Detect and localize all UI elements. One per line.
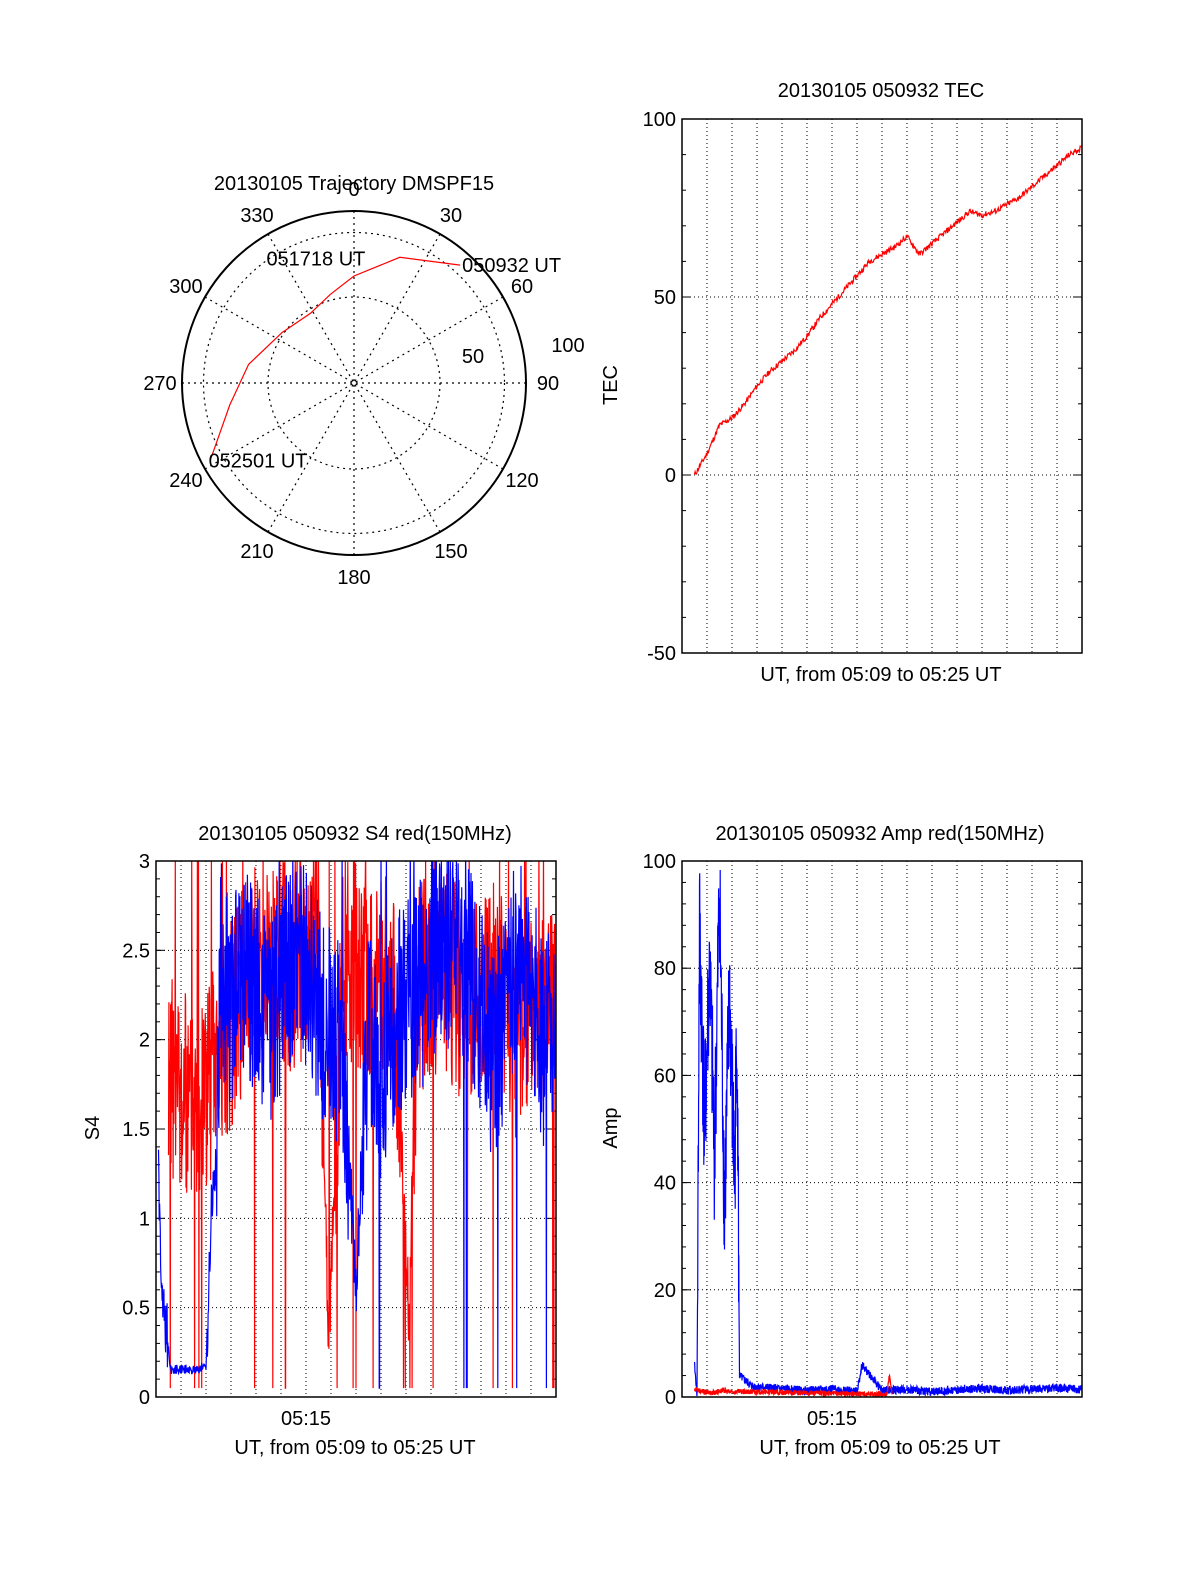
y-tick-label: 20 xyxy=(654,1280,676,1302)
tec-xlabel: UT, from 05:09 to 05:25 UT xyxy=(760,664,1001,686)
polar-azimuth-label: 30 xyxy=(440,205,462,227)
y-tick-label: 1 xyxy=(139,1208,150,1230)
y-tick-label: 0 xyxy=(665,465,676,487)
trajectory-time-label: 051718 UT xyxy=(266,248,365,270)
y-tick-label: 2 xyxy=(139,1030,150,1052)
polar-trajectory: 050932 UT 051718 UT 052501 UT xyxy=(209,248,562,472)
trajectory-time-label: 050932 UT xyxy=(462,255,561,277)
polar-azimuth-label: 240 xyxy=(169,470,202,492)
polar-radius-label: 100 xyxy=(551,335,584,357)
polar-azimuth-label: 180 xyxy=(337,567,370,589)
s4-chart: 20130105 050932 S4 red(150MHz) UT, from … xyxy=(82,823,557,1459)
polar-azimuth-label: 60 xyxy=(511,276,533,298)
polar-title: 20130105 Trajectory DMSPF15 xyxy=(214,173,494,195)
series-line-1 xyxy=(693,144,1082,475)
polar-azimuth-label: 270 xyxy=(143,373,176,395)
polar-azimuth-labels: 0 30 60 90 120 150 180 210 240 270 300 330 xyxy=(143,179,559,589)
polar-azimuth-label: 300 xyxy=(169,276,202,298)
polar-radius-labels: 50 100 xyxy=(462,335,585,368)
y-tick-label: 100 xyxy=(643,851,676,873)
y-tick-label: 0.5 xyxy=(122,1298,150,1320)
y-tick-label: -50 xyxy=(647,643,676,665)
y-tick-label: 3 xyxy=(139,851,150,873)
y-tick-label: 2.5 xyxy=(122,940,150,962)
polar-radius-label: 50 xyxy=(462,346,484,368)
polar-azimuth-label: 120 xyxy=(505,470,538,492)
plot-frame xyxy=(681,118,1083,654)
amp-ylabel: Amp xyxy=(600,1107,622,1148)
tec-chart: 20130105 050932 TEC UT, from 05:09 to 05… xyxy=(600,80,1083,686)
y-tick-label: 50 xyxy=(654,287,676,309)
y-tick-label: 100 xyxy=(643,109,676,131)
y-tick-label: 60 xyxy=(654,1065,676,1087)
tec-ylabel: TEC xyxy=(600,365,622,405)
trajectory-time-label: 052501 UT xyxy=(209,450,308,472)
y-tick-label: 1.5 xyxy=(122,1119,150,1141)
y-tick-label: 0 xyxy=(665,1387,676,1409)
plot-frame xyxy=(155,860,557,1398)
tec-title: 20130105 050932 TEC xyxy=(778,80,984,102)
s4-ylabel: S4 xyxy=(82,1116,104,1140)
series-line-2 xyxy=(693,1373,893,1397)
polar-azimuth-label: 330 xyxy=(240,205,273,227)
amp-xlabel: UT, from 05:09 to 05:25 UT xyxy=(759,1437,1000,1459)
series-line-1 xyxy=(693,869,1082,1397)
polar-azimuth-label: 150 xyxy=(434,541,467,563)
polar-grid-circle xyxy=(202,231,506,535)
plot-frame xyxy=(681,860,1083,1398)
y-tick-label: 80 xyxy=(654,958,676,980)
polar-trajectory-chart: 20130105 Trajectory DMSPF15 0 30 60 90 120 15… xyxy=(143,173,584,589)
y-tick-label: 40 xyxy=(654,1173,676,1195)
polar-azimuth-label: 90 xyxy=(537,373,559,395)
polar-azimuth-label: 0 xyxy=(348,179,359,201)
series-line-2 xyxy=(157,861,556,1389)
polar-azimuth-label: 210 xyxy=(240,541,273,563)
x-tick-label: 05:15 xyxy=(281,1408,331,1430)
amp-chart: 20130105 050932 Amp red(150MHz) UT, from… xyxy=(600,823,1083,1459)
y-tick-label: 0 xyxy=(139,1387,150,1409)
s4-title: 20130105 050932 S4 red(150MHz) xyxy=(198,823,512,845)
amp-title: 20130105 050932 Amp red(150MHz) xyxy=(715,823,1044,845)
s4-xlabel: UT, from 05:09 to 05:25 UT xyxy=(234,1437,475,1459)
trajectory-line xyxy=(210,256,461,460)
polar-grid xyxy=(181,210,527,556)
x-tick-label: 05:15 xyxy=(807,1408,857,1430)
